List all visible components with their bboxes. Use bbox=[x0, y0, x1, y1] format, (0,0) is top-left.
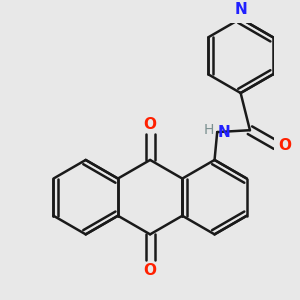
Text: O: O bbox=[279, 139, 292, 154]
Text: O: O bbox=[144, 262, 157, 278]
Text: O: O bbox=[144, 117, 157, 132]
Text: N: N bbox=[217, 124, 230, 140]
Text: N: N bbox=[234, 2, 247, 17]
Text: H: H bbox=[203, 123, 214, 137]
